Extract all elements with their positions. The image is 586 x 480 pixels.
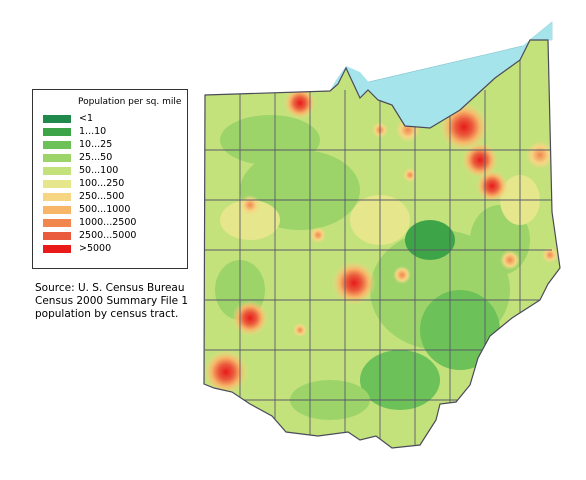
legend-label: 10...25 bbox=[79, 139, 113, 150]
legend-swatch bbox=[43, 193, 71, 201]
ohio-outline bbox=[203, 39, 561, 449]
legend-swatch bbox=[43, 154, 71, 162]
map-legend: Population per sq. mile <1 1...10 10...2… bbox=[32, 89, 188, 269]
legend-swatch bbox=[43, 167, 71, 175]
legend-label: 500...1000 bbox=[79, 204, 131, 215]
source-note: Source: U. S. Census Bureau Census 2000 … bbox=[35, 282, 188, 321]
legend-item: 1000...2500 bbox=[43, 217, 183, 229]
source-line: Source: U. S. Census Bureau bbox=[35, 282, 185, 294]
legend-swatch bbox=[43, 206, 71, 214]
legend-item: 250...500 bbox=[43, 191, 183, 203]
source-line: Census 2000 Summary File 1 bbox=[35, 295, 189, 307]
legend-label: <1 bbox=[79, 113, 94, 124]
legend-item: 500...1000 bbox=[43, 204, 183, 216]
legend-label: 1...10 bbox=[79, 126, 107, 137]
legend-item: 100...250 bbox=[43, 178, 183, 190]
legend-item: >5000 bbox=[43, 243, 183, 255]
legend-swatch bbox=[43, 128, 71, 136]
legend-swatch bbox=[43, 232, 71, 240]
legend-swatch bbox=[43, 219, 71, 227]
source-line: population by census tract. bbox=[35, 308, 179, 320]
legend-item: 1...10 bbox=[43, 126, 183, 138]
legend-item: 2500...5000 bbox=[43, 230, 183, 242]
legend-item: <1 bbox=[43, 113, 183, 125]
legend-label: 50...100 bbox=[79, 165, 119, 176]
legend-label: >5000 bbox=[79, 243, 112, 254]
legend-swatch bbox=[43, 245, 71, 253]
legend-item: 25...50 bbox=[43, 152, 183, 164]
legend-swatch bbox=[43, 115, 71, 123]
legend-swatch bbox=[43, 141, 71, 149]
legend-title: Population per sq. mile bbox=[78, 97, 182, 107]
legend-label: 2500...5000 bbox=[79, 230, 137, 241]
legend-item: 50...100 bbox=[43, 165, 183, 177]
legend-label: 1000...2500 bbox=[79, 217, 137, 228]
legend-item: 10...25 bbox=[43, 139, 183, 151]
legend-label: 25...50 bbox=[79, 152, 113, 163]
legend-label: 100...250 bbox=[79, 178, 125, 189]
legend-label: 250...500 bbox=[79, 191, 125, 202]
legend-swatch bbox=[43, 180, 71, 188]
